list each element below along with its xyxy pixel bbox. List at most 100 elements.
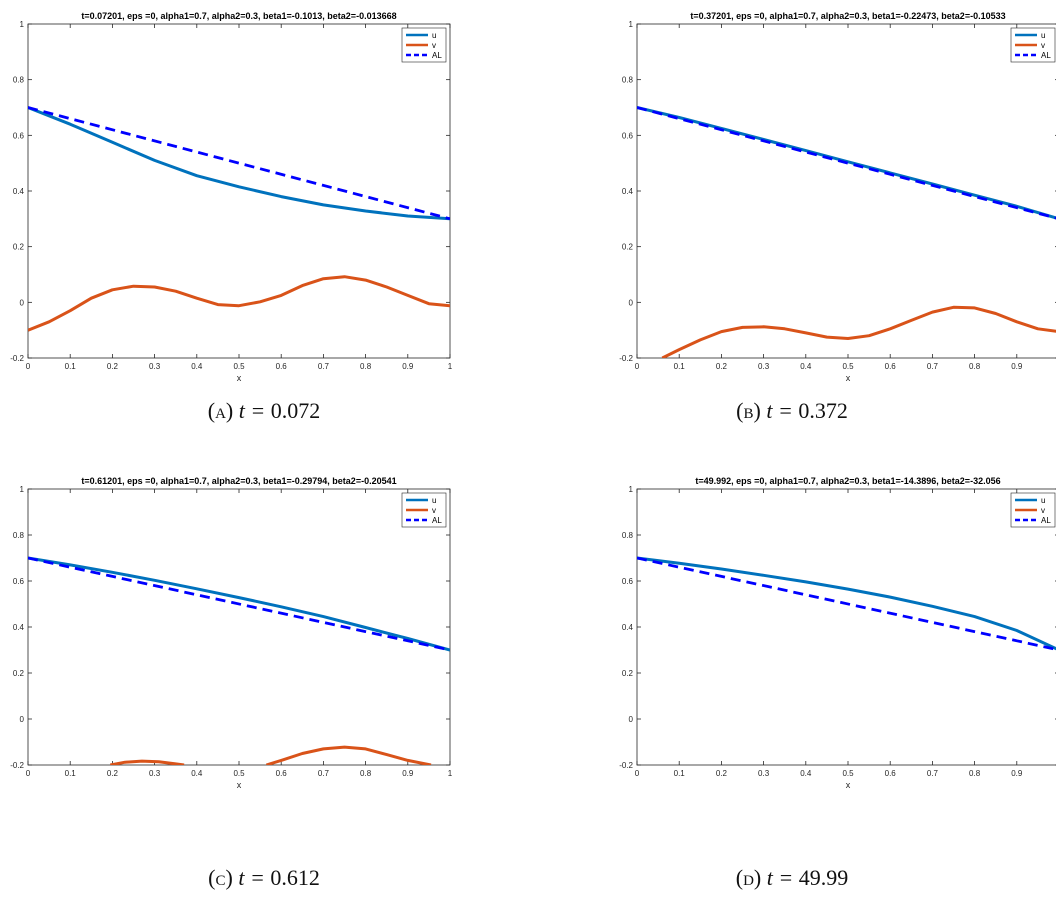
- x-tick-label: 0.5: [233, 769, 245, 778]
- chart-a: t=0.07201, eps =0, alpha1=0.7, alpha2=0.…: [10, 11, 453, 383]
- x-tick-label: 0.4: [191, 769, 203, 778]
- caption-d: (d) t = 49.99: [528, 865, 1056, 891]
- caption-value: 0.072: [270, 398, 321, 423]
- y-tick-label: 1: [20, 485, 25, 494]
- x-axis-label: x: [846, 373, 851, 383]
- x-tick-label: 0: [26, 769, 31, 778]
- chart-title: t=0.07201, eps =0, alpha1=0.7, alpha2=0.…: [81, 11, 396, 21]
- series-line-u: [637, 556, 1056, 651]
- x-tick-label: 0.7: [927, 362, 939, 371]
- y-tick-label: -0.2: [619, 354, 633, 363]
- series-line-v: [661, 305, 1056, 358]
- legend-label-u: u: [1041, 496, 1045, 505]
- x-tick-label: 0.1: [674, 362, 686, 371]
- x-axis-label: x: [846, 780, 851, 790]
- x-tick-label: 0.3: [758, 362, 770, 371]
- legend-label-AL: AL: [432, 51, 442, 60]
- series-line-AL: [637, 556, 1056, 651]
- caption-b: (b) t = 0.372: [528, 398, 1056, 424]
- x-tick-label: 0.9: [1011, 362, 1023, 371]
- legend-label-u: u: [432, 31, 436, 40]
- caption-equation: t =: [766, 865, 799, 890]
- x-tick-label: 0.5: [842, 362, 854, 371]
- y-tick-label: 0.8: [13, 531, 25, 540]
- x-tick-label: 0.7: [927, 769, 939, 778]
- caption-value: 0.372: [798, 398, 848, 423]
- panel-c: t=0.61201, eps =0, alpha1=0.7, alpha2=0.…: [0, 455, 528, 910]
- x-tick-label: 0.2: [716, 362, 728, 371]
- y-tick-label: 0.6: [622, 131, 634, 140]
- axes-box: [27, 488, 451, 766]
- caption-equation: t =: [238, 398, 271, 423]
- caption-value: 49.99: [798, 865, 849, 890]
- chart-title: t=0.37201, eps =0, alpha1=0.7, alpha2=0.…: [690, 11, 1005, 21]
- x-tick-label: 0.5: [233, 362, 245, 371]
- y-tick-label: 0.2: [622, 669, 634, 678]
- x-tick-label: 0.3: [758, 769, 770, 778]
- y-tick-label: 0.2: [13, 669, 25, 678]
- caption-label: (d): [735, 865, 762, 890]
- x-tick-label: 0.3: [149, 769, 161, 778]
- x-tick-label: 0.1: [65, 769, 77, 778]
- y-tick-label: 0.6: [13, 577, 25, 586]
- legend-label-u: u: [1041, 31, 1045, 40]
- panel-b: t=0.37201, eps =0, alpha1=0.7, alpha2=0.…: [528, 0, 1056, 455]
- x-axis-label: x: [237, 780, 242, 790]
- x-tick-label: 0.1: [674, 769, 686, 778]
- legend-label-v: v: [432, 506, 436, 515]
- x-axis-label: x: [237, 373, 242, 383]
- y-tick-label: 1: [629, 20, 634, 29]
- caption-equation: t =: [766, 398, 799, 423]
- x-tick-label: 0.6: [276, 769, 288, 778]
- series-line-AL: [28, 556, 450, 652]
- y-tick-label: 0.6: [13, 131, 25, 140]
- axes-box: [27, 23, 451, 359]
- x-tick-label: 0.6: [885, 769, 897, 778]
- caption-label: (b): [736, 398, 761, 423]
- legend-label-AL: AL: [1041, 516, 1051, 525]
- x-tick-label: 0.9: [402, 769, 414, 778]
- series-line-v: [265, 745, 432, 765]
- y-tick-label: 0: [629, 298, 634, 307]
- x-tick-label: 0: [635, 769, 640, 778]
- y-tick-label: 0.4: [13, 187, 25, 196]
- y-tick-label: 0: [20, 298, 25, 307]
- chart-d: t=49.992, eps =0, alpha1=0.7, alpha2=0.3…: [619, 476, 1056, 790]
- x-tick-label: 0.8: [360, 362, 372, 371]
- legend-label-AL: AL: [432, 516, 442, 525]
- x-tick-label: 0.5: [842, 769, 854, 778]
- caption-a: (a) t = 0.072: [0, 398, 528, 424]
- series-line-u: [28, 556, 450, 652]
- x-tick-label: 0: [26, 362, 31, 371]
- x-tick-label: 0.4: [191, 362, 203, 371]
- y-tick-label: 0.8: [622, 76, 634, 85]
- x-tick-label: 0.7: [318, 362, 330, 371]
- series-line-AL: [28, 106, 450, 221]
- x-tick-label: 0.4: [800, 362, 812, 371]
- chart-c: t=0.61201, eps =0, alpha1=0.7, alpha2=0.…: [10, 476, 453, 790]
- axes-box: [636, 23, 1056, 359]
- y-tick-label: 0.2: [13, 243, 25, 252]
- x-tick-label: 0.2: [716, 769, 728, 778]
- y-tick-label: -0.2: [10, 761, 24, 770]
- x-tick-label: 0.8: [360, 769, 372, 778]
- legend-label-v: v: [1041, 41, 1045, 50]
- series-line-v: [110, 759, 185, 765]
- legend-label-v: v: [432, 41, 436, 50]
- x-tick-label: 0.2: [107, 362, 119, 371]
- y-tick-label: 0.4: [622, 187, 634, 196]
- y-tick-label: -0.2: [10, 354, 24, 363]
- legend-label-v: v: [1041, 506, 1045, 515]
- y-tick-label: 0: [629, 715, 634, 724]
- x-tick-label: 1: [448, 769, 453, 778]
- y-tick-label: 1: [20, 20, 25, 29]
- panel-d: t=49.992, eps =0, alpha1=0.7, alpha2=0.3…: [528, 455, 1056, 910]
- x-tick-label: 0: [635, 362, 640, 371]
- legend-label-AL: AL: [1041, 51, 1051, 60]
- chart-title: t=49.992, eps =0, alpha1=0.7, alpha2=0.3…: [695, 476, 1000, 486]
- chart-b: t=0.37201, eps =0, alpha1=0.7, alpha2=0.…: [619, 11, 1056, 383]
- y-tick-label: 0.8: [13, 76, 25, 85]
- caption-value: 0.612: [270, 865, 320, 890]
